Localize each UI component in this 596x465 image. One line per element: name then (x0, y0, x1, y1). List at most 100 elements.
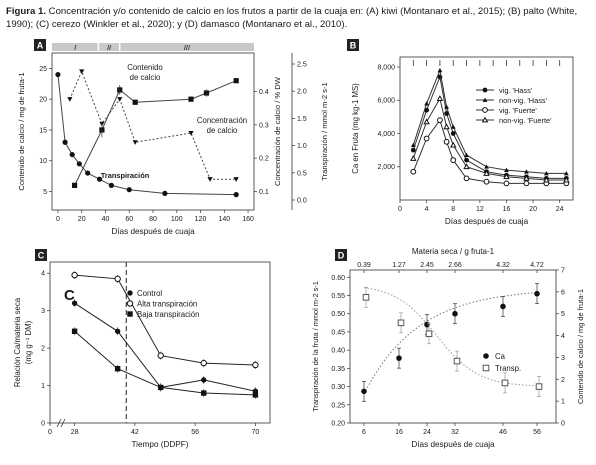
panel-d-y-axis-title: Transpiración de la fruta / mmol m-2 s-1 (311, 281, 320, 412)
panel-c-legend-label: Alta transpiración (137, 299, 197, 308)
panel-d-y-tick-label: 0.55 (331, 293, 345, 300)
panel-d-legend-label: Ca (495, 352, 506, 361)
panel-d-right-tick-label: 7 (561, 268, 565, 275)
panel-b-legend-label: vig. 'Fuerte' (499, 106, 537, 115)
panel-d-y-tick-label: 0.60 (331, 275, 345, 282)
panel-b-point (450, 157, 457, 163)
panel-a-x-tick-label: 0 (56, 216, 60, 223)
panel-d-right-tick-label: 0 (561, 421, 565, 428)
panel-b-point (523, 180, 530, 187)
panel-a-point (132, 140, 138, 145)
panel-a-stage-label: I (74, 43, 76, 52)
panel-b-y-tick-label: 4,000 (377, 131, 395, 138)
panel-d-point (424, 321, 430, 328)
panel-a-x-tick-label: 80 (149, 216, 157, 223)
panel-b-point (484, 164, 489, 169)
panel-b-x-tick-label: 16 (503, 206, 511, 213)
panel-a-point (71, 182, 78, 188)
panel-b-point (436, 95, 444, 101)
panel-a-point (132, 99, 138, 105)
panel-a-x-tick-label: 140 (218, 216, 230, 223)
panel-b-point (464, 157, 469, 163)
panel-d-right-tick-label: 6 (561, 289, 565, 296)
panel-d-x-axis-title: Días después de cuaja (411, 440, 495, 449)
panel-d-right-tick-label: 3 (561, 355, 565, 362)
panel-d-x-tick-label: 16 (395, 429, 403, 436)
panel-a-y-tick-label: 15 (39, 127, 47, 134)
panel-d-point (453, 357, 461, 365)
panel-a-right1-tick-label: 0.1 (259, 189, 269, 196)
panel-d-point (397, 319, 405, 327)
panel-d: D Materia seca / g fruta-1 0.39 1.27 2.45 2.6… (311, 247, 585, 449)
panel-a-right2-tick-label: 1.5 (297, 116, 307, 123)
panel-d-x-tick-label: 6 (362, 429, 366, 436)
panel-a-right2-tick-label: 0.0 (297, 198, 307, 205)
panel-c-y-tick-label: 0 (41, 421, 45, 428)
panel-b-legend-marker (482, 97, 488, 102)
panel-a-badge-box (34, 39, 46, 51)
panel-c: C 0 28 42 56 70 Tiempo (DDPF) 0 1 2 3 4 Relación Ca/… (13, 249, 271, 449)
panel-a-point (67, 97, 73, 102)
panel-a-point (233, 78, 239, 84)
panel-a-annotation-content: de calcio (130, 73, 161, 82)
panel-d-fit-curve (363, 292, 538, 395)
panel-d-right-tick-label: 4 (561, 333, 565, 340)
panel-b-point (483, 178, 490, 185)
panel-b-x-tick-label: 4 (425, 206, 429, 213)
panel-a-point (79, 69, 85, 75)
panel-b-point (410, 147, 416, 153)
panel-d-point (501, 379, 509, 387)
panel-d-x-tick-label: 46 (499, 429, 507, 436)
panel-c-x-tick-label: 42 (131, 429, 139, 436)
panel-a-x-tick-label: 60 (125, 216, 133, 223)
panel-a-y-tick-label: 10 (39, 158, 47, 165)
panel-a-annotation-transpiration: Transpiración (101, 171, 150, 180)
panel-a-series-line (57, 74, 237, 196)
panel-c-point (71, 328, 78, 334)
panel-a-annotation-concentration: Concentración (197, 116, 247, 125)
panel-b-point (463, 175, 470, 182)
panel-d-point (396, 355, 402, 361)
panel-d-frame (349, 269, 557, 424)
panel-d-top-axis-title: Materia seca / g fruta-1 (412, 247, 495, 256)
panel-a-annotation-concentration: de calcio (207, 126, 238, 135)
panel-d-top-tick-label: 2.66 (448, 262, 462, 269)
panel-b-x-tick-label: 0 (398, 206, 402, 213)
panel-c-point (114, 275, 121, 283)
panel-c-point (71, 271, 78, 279)
panel-d-top-tick-label: 0.39 (357, 262, 371, 269)
panel-c-frame (49, 261, 271, 424)
panel-d-point (362, 294, 370, 301)
panel-b-x-axis-title: Días después de cuaja (445, 217, 529, 226)
panel-d-point (535, 383, 543, 390)
panel-a-right1-axis-title: Concentración de calcio / % DW (273, 76, 282, 186)
panel-a-point (117, 97, 123, 102)
panel-b-point (437, 67, 443, 73)
panel-b-point (424, 101, 430, 106)
panel-c-point (71, 300, 78, 306)
panel-c-point (157, 352, 164, 359)
panel-a-y-axis-title: Contenido de calcio / mg de fruta-1 (17, 72, 26, 190)
panel-a-x-tick-label: 20 (78, 216, 86, 223)
panel-d-legend-label: Transp. (495, 364, 521, 373)
panel-a-badge: A (37, 41, 44, 51)
panel-a-point (207, 177, 213, 182)
panel-c-axis-break (60, 418, 66, 428)
panel-c-point (114, 366, 121, 372)
panel-c-legend-label: Baja transpiración (137, 310, 199, 319)
panel-c-series-line (74, 274, 256, 366)
panel-a-x-tick-label: 100 (171, 216, 183, 223)
panel-a-right1-tick-label: 0.3 (259, 122, 269, 129)
panel-b-point (563, 170, 569, 176)
panel-d-x-tick-label: 24 (423, 429, 431, 436)
panel-b-point (463, 163, 470, 170)
panel-d-badge-box (335, 249, 347, 261)
panel-b-point (504, 167, 509, 172)
panel-c-y-tick-label: 4 (41, 271, 45, 278)
panel-a-point (69, 151, 75, 158)
panel-a-point (233, 192, 239, 198)
panel-c-point (252, 392, 259, 398)
panel-d-y-tick-label: 0.45 (331, 329, 345, 336)
